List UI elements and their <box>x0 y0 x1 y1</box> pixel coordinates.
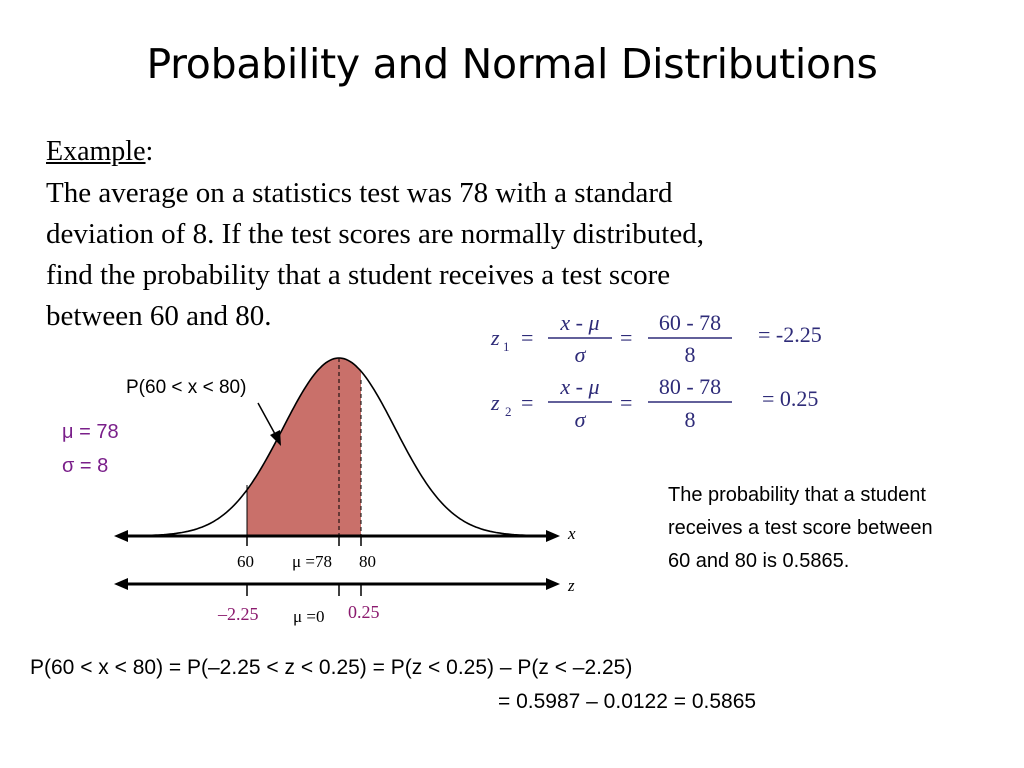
z2-denominator-a: σ <box>575 407 587 432</box>
z1-numerator-b: 60 - 78 <box>659 310 721 335</box>
x-tick-label-80: 80 <box>359 552 376 571</box>
problem-line-3: find the probability that a student rece… <box>46 259 671 291</box>
z-tick-label-neg: –2.25 <box>217 604 259 624</box>
z2-denominator-b: 8 <box>685 407 696 432</box>
slide-title: Probability and Normal Distributions <box>146 40 878 88</box>
z2-var: z <box>490 390 500 415</box>
z1-denominator-a: σ <box>575 342 587 367</box>
sigma-label: σ = 8 <box>62 455 109 477</box>
x-axis-left-arrow <box>114 530 128 542</box>
x-axis-right-arrow <box>546 530 560 542</box>
z-axis-left-arrow <box>114 578 128 590</box>
example-heading: Example: <box>46 136 153 168</box>
z2-numerator-a: x - μ <box>559 374 599 399</box>
shaded-probability-region <box>247 358 361 536</box>
z-axis-right-arrow <box>546 578 560 590</box>
z1-var: z <box>490 325 500 350</box>
z2-sub: 2 <box>505 404 512 419</box>
final-equation-line-2: = 0.5987 – 0.0122 = 0.5865 <box>498 690 757 713</box>
z-axis-label: z <box>567 576 575 595</box>
example-label: Example <box>46 136 146 167</box>
region-label: P(60 < x < 80) <box>126 377 247 398</box>
x-axis-label: x <box>567 524 576 543</box>
region-pointer-line <box>257 402 276 435</box>
example-colon: : <box>145 136 154 167</box>
problem-line-4: between 60 and 80. <box>46 300 272 332</box>
z1-sub: 1 <box>503 339 510 354</box>
z1-eq2: = <box>620 325 632 350</box>
problem-line-1: The average on a statistics test was 78 … <box>46 177 673 209</box>
z2-eq: = <box>521 390 533 415</box>
z1-formula: z 1 = x - μ σ = 60 - 78 8 = -2.25 <box>490 310 822 367</box>
conclusion-line-3: 60 and 80 is 0.5865. <box>668 550 850 572</box>
z2-formula: z 2 = x - μ σ = 80 - 78 8 = 0.25 <box>490 374 818 432</box>
mu-label: μ = 78 <box>62 421 119 443</box>
z-tick-label-mean: μ =0 <box>293 607 324 626</box>
x-tick-label-mean: μ =78 <box>292 552 332 571</box>
z1-eq: = <box>521 325 533 350</box>
conclusion-line-1: The probability that a student <box>668 484 926 506</box>
z-tick-label-pos: 0.25 <box>348 602 380 622</box>
z1-numerator-a: x - μ <box>559 310 599 335</box>
z1-denominator-b: 8 <box>685 342 696 367</box>
conclusion-line-2: receives a test score between <box>668 517 933 539</box>
z2-result: = 0.25 <box>762 386 818 411</box>
z1-result: = -2.25 <box>758 322 822 347</box>
x-tick-label-60: 60 <box>237 552 254 571</box>
final-equation-line-1: P(60 < x < 80) = P(–2.25 < z < 0.25) = P… <box>30 656 633 679</box>
z2-numerator-b: 80 - 78 <box>659 374 721 399</box>
region-pointer-arrowhead <box>270 430 281 446</box>
problem-line-2: deviation of 8. If the test scores are n… <box>46 218 704 250</box>
z2-eq2: = <box>620 390 632 415</box>
